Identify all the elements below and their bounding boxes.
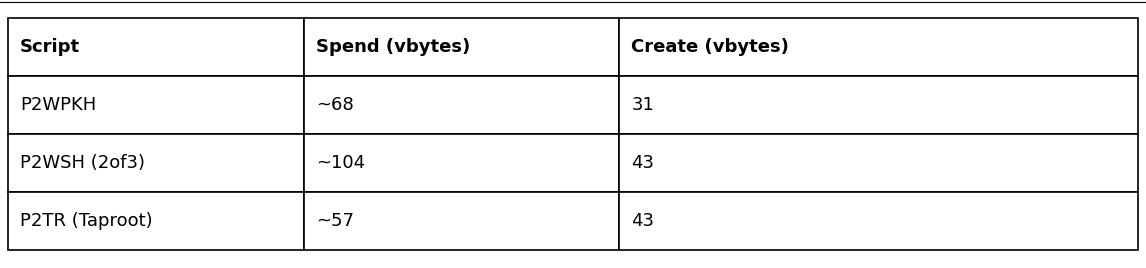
Text: Create (vbytes): Create (vbytes)	[631, 38, 790, 56]
Text: P2WPKH: P2WPKH	[19, 96, 96, 114]
Text: ~104: ~104	[316, 154, 364, 172]
Text: Spend (vbytes): Spend (vbytes)	[316, 38, 470, 56]
Text: 31: 31	[631, 96, 654, 114]
Text: P2TR (Taproot): P2TR (Taproot)	[19, 212, 152, 230]
Bar	[619, 192, 1138, 250]
Text: ~68: ~68	[316, 96, 354, 114]
Bar	[304, 18, 619, 76]
Bar	[8, 192, 304, 250]
Bar	[619, 76, 1138, 134]
Text: 43: 43	[631, 212, 654, 230]
Text: Script: Script	[19, 38, 80, 56]
Bar	[304, 192, 619, 250]
Bar	[8, 134, 304, 192]
Bar	[619, 18, 1138, 76]
Bar	[304, 134, 619, 192]
Text: ~57: ~57	[316, 212, 354, 230]
Bar	[8, 18, 304, 76]
Text: P2WSH (2of3): P2WSH (2of3)	[19, 154, 146, 172]
Text: 43: 43	[631, 154, 654, 172]
Bar	[8, 76, 304, 134]
Bar	[619, 134, 1138, 192]
Bar	[304, 76, 619, 134]
